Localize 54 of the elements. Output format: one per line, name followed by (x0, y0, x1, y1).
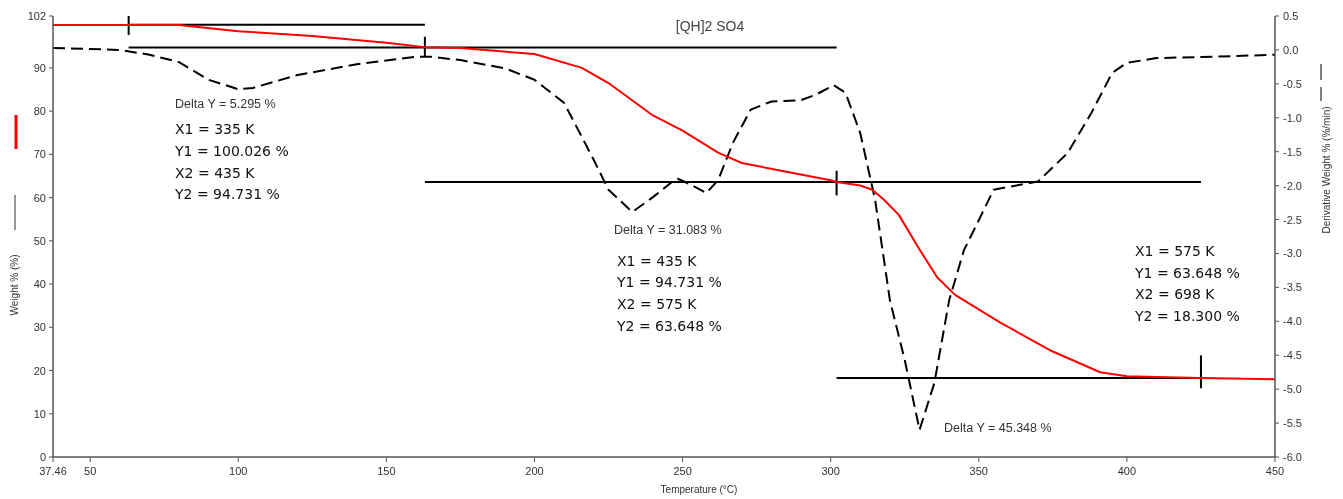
y-tick-label: 70 (33, 148, 46, 161)
x-tick-label: 400 (1117, 465, 1137, 477)
x-tick-label: 100 (229, 465, 248, 477)
y2-tick-label: -6.0 (1283, 451, 1302, 463)
y2-tick-label: -3.5 (1283, 281, 1302, 294)
annotation: Y1 = 63.648 % (1134, 265, 1240, 281)
y-tick-label: 20 (33, 364, 46, 377)
y2-tick-label: 0.0 (1283, 43, 1299, 56)
annotation: X2 = 435 K (175, 165, 256, 181)
x-tick-label: 300 (821, 465, 840, 477)
y-tick-label: 102 (27, 10, 46, 22)
y2-tick-label: -3.0 (1283, 247, 1302, 260)
y2-axis-title: Derivative Weight % (%/min) (1321, 106, 1332, 234)
y2-tick-label: -4.0 (1283, 315, 1302, 328)
annotation: X1 = 435 K (617, 253, 698, 269)
x-tick-label: 37.46 (39, 465, 67, 477)
x-tick-label: 150 (377, 465, 396, 477)
annotation: Y2 = 18.300 % (1134, 308, 1240, 324)
y2-tick-label: -2.0 (1283, 179, 1302, 192)
x-tick-label: 200 (525, 465, 544, 477)
annotation: Delta Y = 5.295 % (175, 97, 276, 111)
y-tick-label: 60 (33, 191, 46, 204)
y-tick-label: 80 (33, 105, 46, 118)
y-tick-label: 40 (33, 278, 46, 291)
annotation: Y1 = 100.026 % (174, 143, 289, 159)
y2-tick-label: -2.5 (1283, 213, 1302, 226)
y2-tick-label: -4.5 (1283, 349, 1302, 362)
annotation: Delta Y = 45.348 % (944, 421, 1052, 435)
y-tick-label: 0 (39, 451, 46, 463)
y2-tick-label: -5.5 (1283, 417, 1302, 430)
y2-tick-label: -1.0 (1283, 111, 1302, 124)
annotation: Delta Y = 31.083 % (614, 223, 722, 237)
annotation: X2 = 575 K (617, 296, 698, 312)
x-tick-label: 450 (1265, 465, 1285, 477)
y-axis-title: Weight % (%) (9, 254, 20, 316)
annotation: X1 = 335 K (175, 121, 256, 137)
chart-title: [QH]2 SO4 (675, 18, 745, 34)
y-tick-label: 10 (33, 407, 46, 420)
x-tick-label: 350 (969, 465, 988, 477)
y-tick-label: 30 (33, 321, 46, 334)
annotation: Y2 = 63.648 % (616, 318, 722, 334)
y2-tick-label: 0.5 (1283, 10, 1299, 22)
x-tick-label: 250 (673, 465, 692, 477)
y2-tick-label: -5.0 (1283, 383, 1302, 396)
y-tick-label: 90 (33, 61, 46, 74)
x-axis-title: Temperature (°C) (660, 484, 738, 495)
annotation: X1 = 575 K (1135, 243, 1216, 259)
annotation: X2 = 698 K (1135, 286, 1216, 302)
x-tick-label: 50 (84, 465, 97, 477)
annotation: Y1 = 94.731 % (616, 274, 722, 290)
y2-tick-label: -1.5 (1283, 145, 1302, 158)
annotation: Y2 = 94.731 % (174, 186, 280, 202)
y-tick-label: 50 (33, 234, 46, 247)
y2-tick-label: -0.5 (1283, 77, 1302, 90)
